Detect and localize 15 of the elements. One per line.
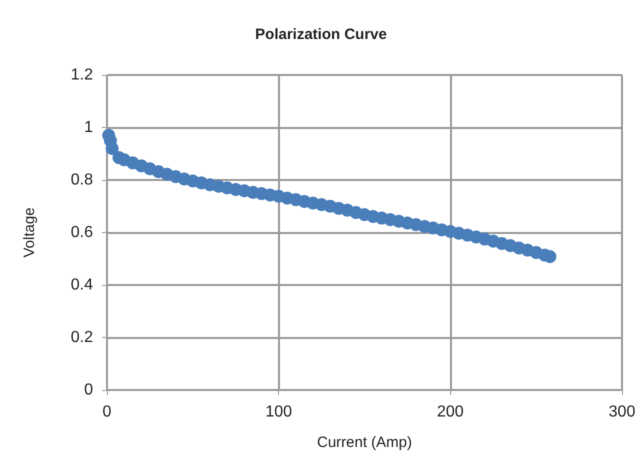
y-axis-title: Voltage (21, 207, 38, 258)
x-tick-label: 0 (102, 404, 112, 420)
y-tick-label: 0.4 (70, 276, 94, 294)
y-tick-label: 0.2 (70, 329, 94, 346)
x-tick-label: 200 (436, 404, 464, 420)
y-tick-label: 0.8 (70, 172, 94, 188)
x-tick-label: 100 (265, 404, 292, 420)
x-tick-label: 300 (608, 404, 636, 420)
y-tick-label: 0.6 (70, 224, 94, 241)
x-axis-title: Current (Amp) (316, 434, 412, 451)
y-tick-label: 1 (84, 119, 94, 136)
chart-title: Polarization Curve (255, 26, 387, 43)
y-tick-label: 1.2 (70, 66, 94, 84)
point (106, 142, 119, 155)
y-tick-label: 0 (84, 382, 94, 398)
